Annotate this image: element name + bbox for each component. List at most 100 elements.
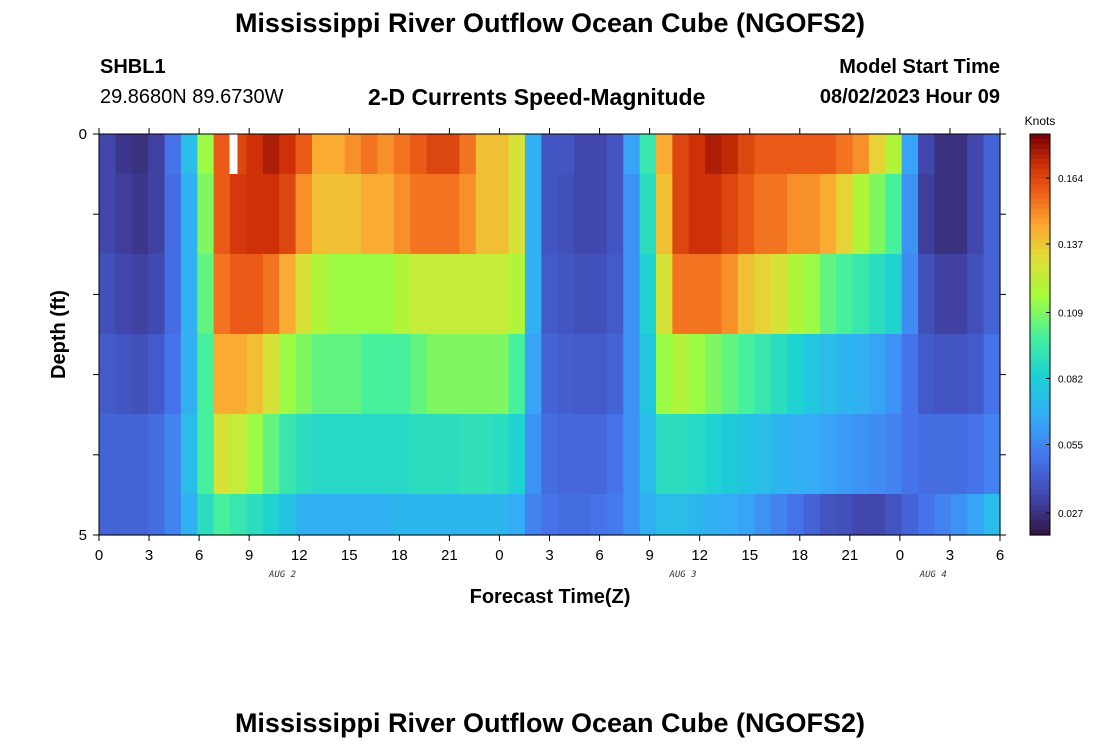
colorbar-swatch xyxy=(1030,359,1050,366)
heatmap-cell xyxy=(459,494,477,536)
heatmap-cell xyxy=(180,174,198,255)
heatmap-cell xyxy=(737,254,755,335)
heatmap-cell xyxy=(934,334,952,415)
heatmap-cell xyxy=(770,414,788,495)
heatmap-cell xyxy=(967,334,985,415)
heatmap-cell xyxy=(918,254,936,335)
colorbar-swatch xyxy=(1030,519,1050,526)
x-tick-label: 0 xyxy=(495,547,503,564)
heatmap-cell xyxy=(557,254,575,335)
heatmap-cell xyxy=(459,414,477,495)
heatmap-cell xyxy=(377,254,395,335)
heatmap-cell xyxy=(836,254,854,335)
heatmap-cell xyxy=(115,494,133,536)
colorbar-swatch xyxy=(1030,439,1050,446)
heatmap-cell xyxy=(180,414,198,495)
heatmap-cell xyxy=(426,334,444,415)
heatmap-cell xyxy=(868,334,886,415)
heatmap-cell xyxy=(819,334,837,415)
x-tick-label: 9 xyxy=(645,547,653,564)
heatmap-cell xyxy=(770,174,788,255)
heatmap-cell xyxy=(574,414,592,495)
colorbar-swatch xyxy=(1030,184,1050,190)
heatmap-cell xyxy=(492,174,510,255)
heatmap-cell xyxy=(918,334,936,415)
model-start-label: Model Start Time xyxy=(839,56,1000,78)
x-tick-label: 18 xyxy=(391,547,408,564)
heatmap-cell xyxy=(901,414,919,495)
heatmap-cell xyxy=(967,254,985,335)
heatmap-cell xyxy=(279,174,297,255)
colorbar-swatch xyxy=(1030,154,1050,160)
heatmap-cell xyxy=(868,134,886,175)
x-axis: 0 3 6 9 12 15 18 21 0 3 6 9 12 15 18 21 0 3 6 xyxy=(95,128,1004,564)
colorbar-swatch xyxy=(1030,274,1050,280)
colorbar-swatch xyxy=(1030,364,1050,371)
x-tick-label: 12 xyxy=(291,547,308,564)
heatmap-cell xyxy=(590,254,608,335)
heatmap-cell xyxy=(623,254,641,335)
colorbar-swatch xyxy=(1030,509,1050,516)
heatmap-cell xyxy=(180,494,198,536)
heatmap-cell xyxy=(688,334,706,415)
heatmap-cell xyxy=(508,254,526,335)
heatmap-cell xyxy=(868,174,886,255)
heatmap-cell xyxy=(410,254,428,335)
colorbar-swatch xyxy=(1030,344,1050,351)
heatmap-cell xyxy=(426,494,444,536)
heatmap-cell xyxy=(623,494,641,536)
colorbar-swatch xyxy=(1030,284,1050,290)
x-tick-label: 6 xyxy=(996,547,1004,564)
colorbar-frame xyxy=(1029,133,1051,536)
colorbar-swatch xyxy=(1030,174,1050,180)
heatmap-cell xyxy=(655,494,673,536)
chart-title: Mississippi River Outflow Ocean Cube (NG… xyxy=(234,8,866,38)
x-tick-label: 21 xyxy=(841,547,858,564)
heatmap-cell xyxy=(901,134,919,175)
heatmap-cell xyxy=(295,494,313,536)
colorbar-swatch xyxy=(1030,309,1050,316)
heatmap-cell xyxy=(377,134,395,175)
heatmap-cell xyxy=(246,414,264,495)
heatmap-cell xyxy=(639,494,657,536)
heatmap-cell xyxy=(443,334,460,415)
x-tick-label: 15 xyxy=(341,547,358,564)
heatmap-cell xyxy=(393,494,411,536)
heatmap-cell xyxy=(852,334,870,415)
heatmap-cell xyxy=(377,414,395,495)
colorbar-swatch xyxy=(1030,459,1050,466)
colorbar-swatch xyxy=(1030,164,1050,170)
colorbar-swatch xyxy=(1030,299,1050,306)
heatmap-cell xyxy=(492,414,510,495)
heatmap-cell xyxy=(901,254,919,335)
heatmap-cell xyxy=(983,174,1001,255)
heatmap-cell xyxy=(737,134,755,175)
heatmap-cell xyxy=(311,174,329,255)
heatmap-cell xyxy=(164,254,182,335)
heatmap-cell xyxy=(557,494,575,536)
heatmap-cell xyxy=(705,334,723,415)
heatmap-cell xyxy=(541,414,559,495)
heatmap-cell xyxy=(246,494,264,536)
heatmap-chart: 0 3 6 9 12 15 18 21 0 3 6 9 12 15 18 21 0 3 6 05 Depth (ft… xyxy=(48,114,1083,564)
colorbar-swatch xyxy=(1030,349,1050,356)
x-tick-label: 12 xyxy=(691,547,708,564)
heatmap-cell xyxy=(99,494,116,536)
heatmap-cell xyxy=(180,134,198,175)
heatmap-cell xyxy=(574,174,592,255)
x-tick-label: 3 xyxy=(946,547,954,564)
heatmap-cell xyxy=(950,414,968,495)
heatmap-cell xyxy=(852,174,870,255)
heatmap-cell xyxy=(115,254,133,335)
heatmap-cell xyxy=(328,414,346,495)
heatmap-cell xyxy=(639,254,657,335)
chart-subtitle: 2-D Currents Speed-Magnitude xyxy=(368,84,706,110)
station-coordinates: 29.8680N 89.6730W xyxy=(100,86,284,108)
heatmap-cell xyxy=(393,414,411,495)
colorbar: 0.164 0.137 0.109 0.082 0.055 0.027 xyxy=(1029,133,1083,536)
heatmap-cell xyxy=(541,134,559,175)
heatmap-cell xyxy=(868,254,886,335)
y-axis: 05 xyxy=(79,126,1006,544)
heatmap-cell xyxy=(606,174,624,255)
colorbar-swatch xyxy=(1030,239,1050,245)
